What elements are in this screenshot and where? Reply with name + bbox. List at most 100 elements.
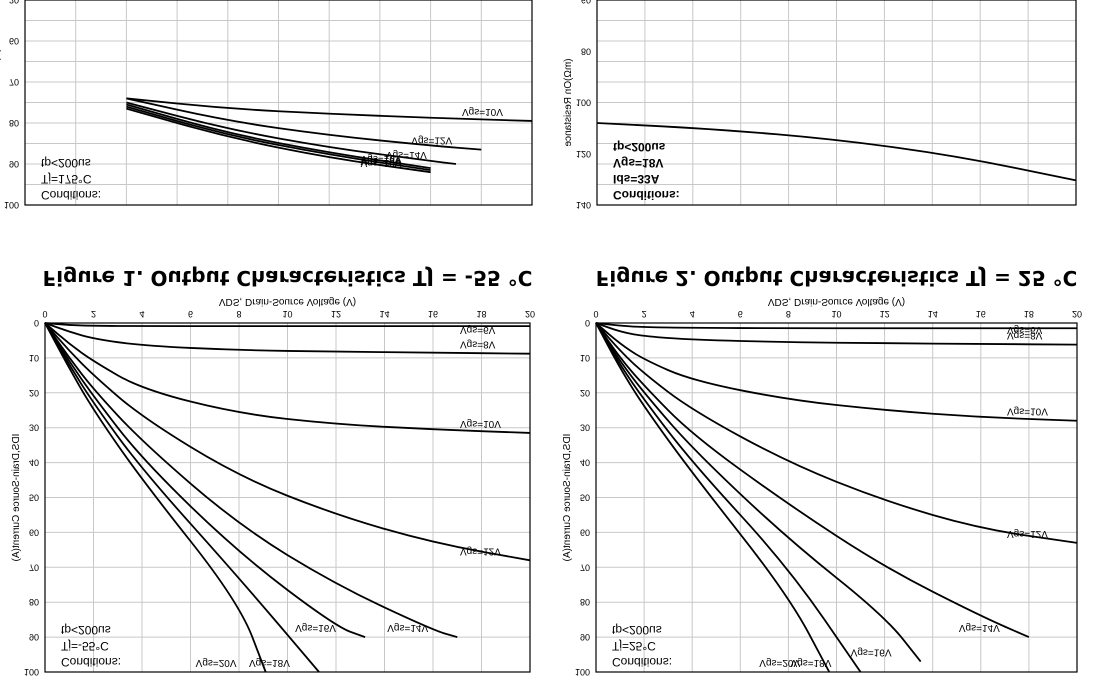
plot-frame — [44, 322, 531, 673]
x-tick-label: 12 — [880, 309, 890, 319]
x-tick-label: 16 — [976, 309, 986, 319]
conditions-line: tp<200us — [612, 623, 662, 637]
conditions-line: Tj=-55°C — [61, 639, 109, 653]
conditions-line: tp<200us — [613, 140, 666, 154]
series-line-vgs-8v — [595, 322, 1078, 346]
y-tick-label: 0 — [585, 318, 590, 328]
y-tick-label: 100 — [576, 98, 591, 108]
y-tick-label: 90 — [580, 632, 590, 642]
x-tick-label: 18 — [1024, 309, 1034, 319]
curve-label: Vgs=6V — [460, 324, 496, 335]
x-tick-label: 10 — [282, 309, 292, 319]
series-line-vgs-14v — [595, 322, 1030, 638]
y-tick-label: 120 — [576, 149, 591, 159]
x-tick-label: 14 — [379, 309, 389, 319]
series-line-vgs-18v — [126, 105, 431, 172]
y-tick-label: 40 — [580, 458, 590, 468]
y-tick-label: 140 — [576, 200, 591, 210]
series-line-vgs-6v — [44, 322, 530, 328]
y-tick-label: 90 — [29, 632, 39, 642]
y-tick-label: 60 — [29, 527, 39, 537]
y-tick-label: 100 — [575, 667, 590, 677]
curve-label: Vgs=8V — [1007, 330, 1043, 341]
series-line-vgs-16v — [126, 103, 431, 169]
curve-label: Vgs=14V — [959, 622, 1000, 633]
series-line-vgs-6v — [595, 322, 1077, 330]
curve-label: Vgs=20V — [759, 657, 800, 668]
curve-label: Vgs=20V — [361, 157, 402, 168]
series-line-vgs-16v — [44, 322, 366, 638]
x-tick-label: 16 — [428, 309, 438, 319]
conditions-line: Tj=175°C — [41, 172, 92, 186]
conditions-line: Conditions: — [61, 655, 121, 669]
x-tick-label: 2 — [91, 309, 96, 319]
x-tick-label: 2 — [642, 309, 647, 319]
curve-label: Vgs=10V — [462, 106, 503, 117]
x-tick-label: 0 — [42, 309, 47, 319]
x-tick-label: 10 — [831, 309, 841, 319]
conditions-line: Ids=33A — [613, 172, 660, 186]
curve-label: Vgs=12V — [460, 545, 501, 556]
y-tick-label: 10 — [29, 353, 39, 363]
series-line-vgs-20v — [126, 107, 431, 174]
conditions-line: Conditions: — [613, 188, 680, 202]
y-axis-title: IDS,Drain-Source Current(A) — [562, 434, 573, 562]
y-axis-title: (mΩ)On Resistance — [563, 58, 574, 146]
curve-label: Vgs=8V — [460, 339, 496, 350]
y-tick-label: 80 — [581, 46, 591, 56]
y-tick-label: 30 — [29, 423, 39, 433]
y-tick-label: 50 — [580, 493, 590, 503]
curve-label: Vgs=12V — [1007, 528, 1048, 539]
y-tick-label: 80 — [580, 597, 590, 607]
y-tick-label: 30 — [580, 423, 590, 433]
y-tick-label: 60 — [580, 527, 590, 537]
curve-label: Vgs=18V — [791, 657, 832, 668]
curve-label: Vgs=14V — [386, 149, 427, 160]
y-axis-title: IDS,Drain-Source Current(A) — [11, 434, 22, 562]
y-tick-label: 50 — [29, 493, 39, 503]
series-line-vgs-20v — [595, 322, 831, 673]
x-tick-label: 0 — [593, 309, 598, 319]
y-axis-title: (A)Drain-Source Current — [0, 48, 2, 157]
conditions-line: tp<200us — [41, 156, 91, 170]
y-tick-label: 100 — [4, 200, 19, 210]
x-tick-label: 6 — [738, 309, 743, 319]
plot-frame — [596, 0, 1077, 206]
figure-caption: Figure 2. Output Characteristics TJ = 25… — [596, 266, 1078, 290]
plot-frame — [595, 322, 1078, 673]
x-tick-label: 6 — [188, 309, 193, 319]
curve-label: Vgs=6V — [1007, 324, 1043, 335]
conditions-line: Vgs=18V — [613, 156, 663, 170]
series-line-vgs-12v — [44, 322, 531, 562]
curve-label: Vgs=16V — [361, 153, 402, 164]
x-tick-label: 12 — [331, 309, 341, 319]
y-tick-label: 20 — [29, 388, 39, 398]
y-tick-label: 60 — [581, 0, 591, 5]
series-line-vgs-10v — [595, 322, 1078, 422]
y-tick-label: 10 — [580, 353, 590, 363]
conditions-line: Conditions: — [41, 188, 101, 202]
y-tick-label: 80 — [9, 118, 19, 128]
y-tick-label: 90 — [9, 159, 19, 169]
figure-caption: Figure 1. Output Characteristics TJ = -5… — [43, 266, 533, 290]
x-tick-label: 20 — [1072, 309, 1082, 319]
y-tick-label: 70 — [9, 77, 19, 87]
conditions-line: Conditions: — [612, 655, 672, 669]
curve-label: Vgs=16V — [851, 647, 892, 658]
y-tick-label: 60 — [9, 36, 19, 46]
series-line-vgs-8v — [44, 322, 531, 355]
y-tick-label: 20 — [580, 388, 590, 398]
series-line-vgs-10v — [126, 97, 533, 122]
y-tick-label: 100 — [24, 667, 39, 677]
y-tick-label: 20 — [9, 0, 19, 5]
curve-label: Vgs=14V — [387, 622, 428, 633]
curve-label: Vgs=16V — [295, 622, 336, 633]
conditions-line: Tj=25°C — [612, 639, 656, 653]
x-tick-label: 14 — [928, 309, 938, 319]
x-tick-label: 8 — [236, 309, 241, 319]
x-tick-label: 4 — [139, 309, 144, 319]
x-tick-label: 20 — [525, 309, 535, 319]
curve-label: Vgs=10V — [1007, 406, 1048, 417]
